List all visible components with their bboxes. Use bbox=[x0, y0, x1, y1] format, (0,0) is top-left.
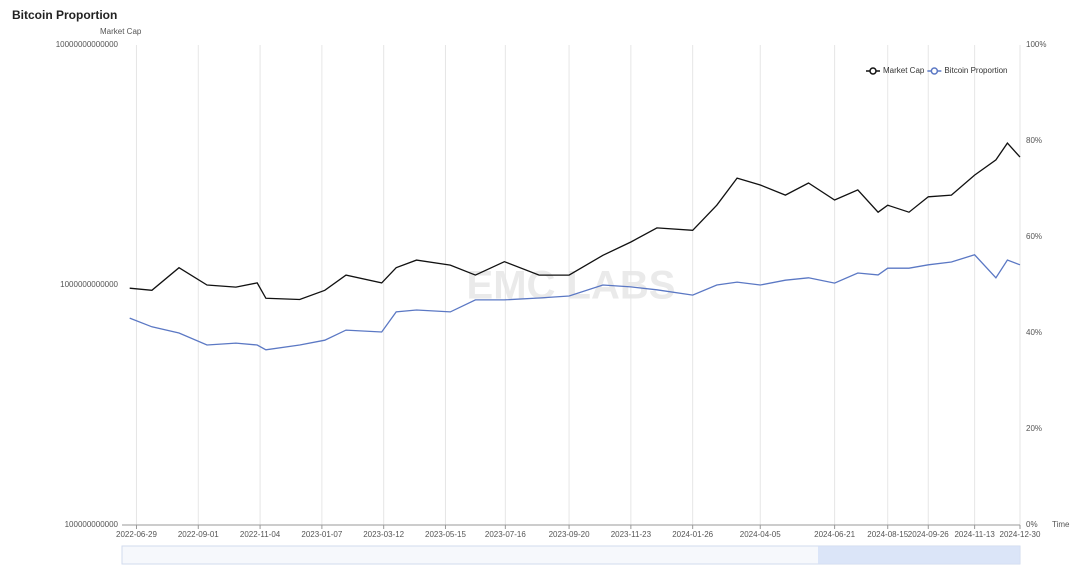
x-tick-label: 2022-06-29 bbox=[116, 530, 157, 539]
y2-tick-label: 100% bbox=[1026, 40, 1046, 49]
x-tick-label: 2022-11-04 bbox=[240, 530, 281, 539]
y-tick-label: 10000000000000 bbox=[56, 40, 119, 49]
x-tick-label: 2023-03-12 bbox=[363, 530, 404, 539]
x-tick-label: 2024-01-26 bbox=[672, 530, 713, 539]
x-tick-label: 2024-12-30 bbox=[1000, 530, 1041, 539]
legend-marker bbox=[869, 67, 877, 75]
x-axis-label: Time bbox=[1052, 520, 1070, 529]
x-tick-label: 2022-09-01 bbox=[178, 530, 219, 539]
series-line bbox=[129, 142, 1021, 301]
x-tick-label: 2024-06-21 bbox=[814, 530, 855, 539]
zoom-window[interactable] bbox=[818, 546, 1020, 564]
y2-tick-label: 40% bbox=[1026, 328, 1042, 337]
y2-tick-label: 20% bbox=[1026, 424, 1042, 433]
x-tick-label: 2024-11-13 bbox=[954, 530, 995, 539]
x-tick-label: 2023-05-15 bbox=[425, 530, 466, 539]
y2-tick-label: 60% bbox=[1026, 232, 1042, 241]
y2-tick-label: 0% bbox=[1026, 520, 1038, 529]
y-tick-label: 1000000000000 bbox=[60, 280, 118, 289]
x-tick-label: 2024-04-05 bbox=[740, 530, 781, 539]
data-zoom[interactable] bbox=[121, 545, 1021, 565]
x-tick-label: 2023-09-20 bbox=[549, 530, 590, 539]
x-tick-label: 2023-11-23 bbox=[611, 530, 652, 539]
legend-label: Bitcoin Proportion bbox=[944, 66, 1007, 75]
x-tick-label: 2023-01-07 bbox=[301, 530, 342, 539]
y-axis-label: Market Cap bbox=[100, 27, 142, 36]
series-line bbox=[129, 254, 1021, 351]
x-tick-label: 2024-08-15 bbox=[867, 530, 908, 539]
x-tick-label: 2023-07-16 bbox=[485, 530, 526, 539]
x-tick-label: 2024-09-26 bbox=[908, 530, 949, 539]
y-tick-label: 100000000000 bbox=[65, 520, 119, 529]
legend-marker bbox=[930, 67, 939, 75]
y2-tick-label: 80% bbox=[1026, 136, 1042, 145]
watermark: EMC LABS bbox=[467, 264, 676, 308]
chart-title: Bitcoin Proportion bbox=[12, 8, 117, 22]
legend-label: Market Cap bbox=[883, 66, 925, 75]
